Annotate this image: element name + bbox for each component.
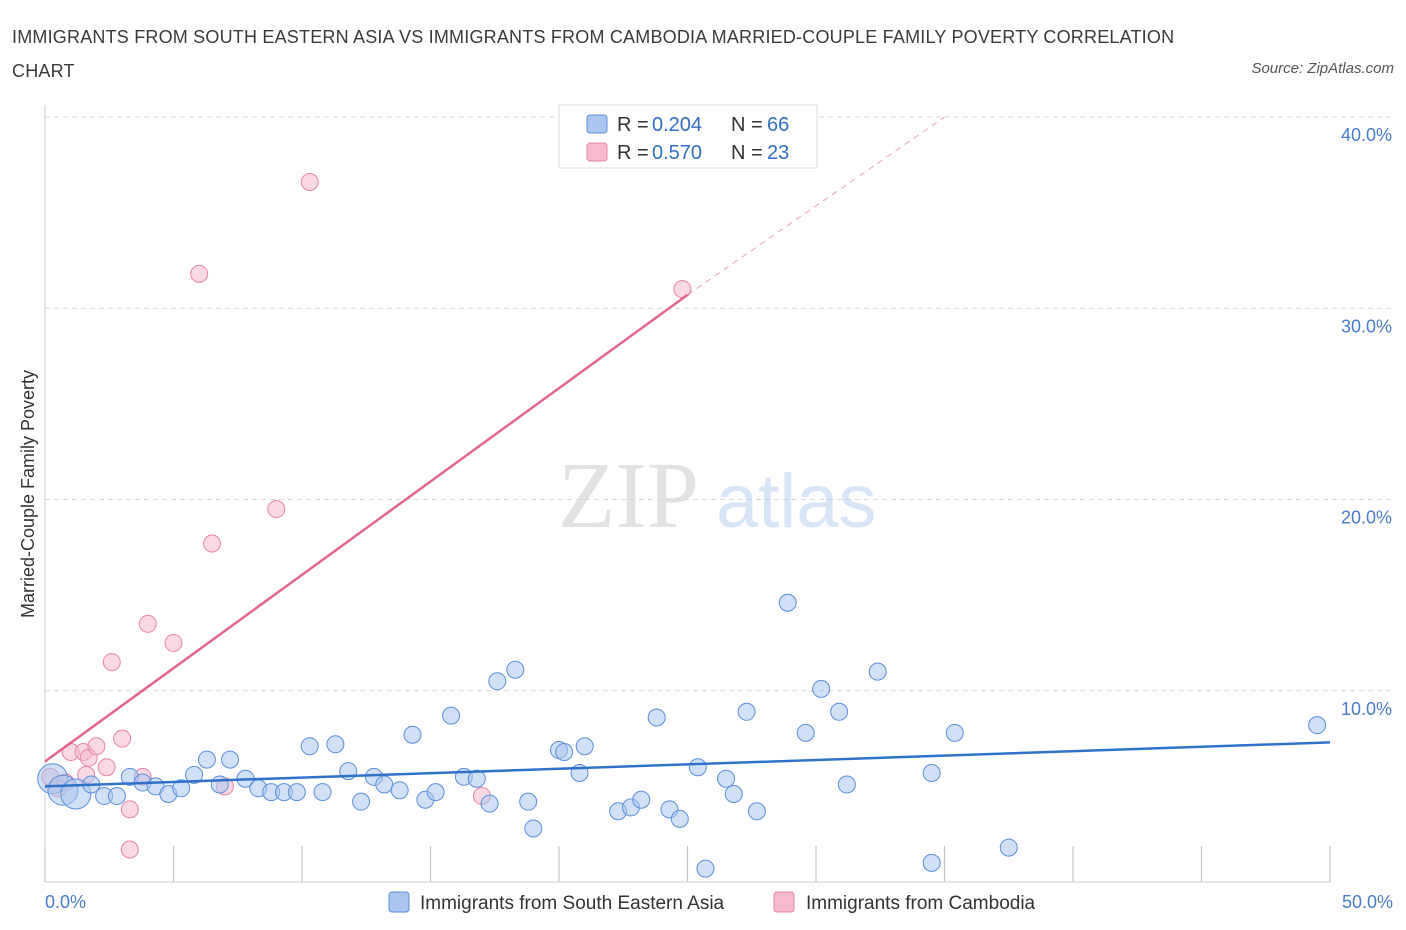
bottom-legend-swatch-pink (773, 891, 795, 913)
data-point-sea (524, 819, 543, 838)
chart-title: IMMIGRANTS FROM SOUTH EASTERN ASIA VS IM… (12, 27, 1175, 81)
data-point-cambodia (120, 800, 139, 819)
y-tick-label: 40.0% (1341, 125, 1392, 145)
grid-lines (45, 116, 1392, 692)
source-label: Source: ZipAtlas.com (1251, 60, 1394, 77)
data-point-sea (172, 779, 191, 798)
data-point-sea (1308, 716, 1327, 735)
trend-lines (44, 116, 1331, 788)
data-point-sea (488, 672, 507, 691)
legend-swatch-pink (586, 142, 608, 162)
bottom-legend-swatch-blue (388, 891, 410, 913)
legend-r-value-2: 0.570 (652, 142, 702, 164)
data-point-cambodia (138, 614, 157, 633)
data-point-sea (688, 758, 707, 777)
data-point-sea (812, 679, 831, 698)
data-point-sea (185, 765, 204, 784)
data-point-sea (922, 763, 941, 782)
data-point-sea (221, 750, 240, 769)
data-point-sea (210, 775, 229, 794)
data-point-sea (945, 723, 964, 742)
data-point-sea (670, 809, 689, 828)
data-point-sea (778, 593, 797, 612)
data-point-sea (107, 786, 126, 805)
data-point-cambodia (120, 840, 139, 859)
bottom-legend-label-cambodia: Immigrants from Cambodia (806, 893, 1036, 914)
data-point-sea (724, 785, 743, 804)
data-point-sea (555, 742, 574, 761)
legend-swatch-blue (586, 114, 608, 134)
data-point-sea (506, 660, 525, 679)
data-point-sea (830, 702, 849, 721)
data-point-sea (442, 706, 461, 725)
legend-n-value-2: 23 (767, 142, 789, 164)
data-point-sea (868, 662, 887, 681)
data-point-sea (696, 859, 715, 878)
watermark-zip: ZIP (558, 444, 699, 548)
legend-n-label-1: N = (731, 114, 763, 136)
data-point-sea (737, 702, 756, 721)
data-point-sea (352, 792, 371, 811)
data-point-sea (326, 735, 345, 754)
x-tick-labels: 0.0% 50.0% (45, 892, 1393, 912)
data-point-sea (375, 775, 394, 794)
trend-line-cambodia-extrapolated (687, 116, 945, 296)
y-tick-label: 30.0% (1341, 316, 1392, 336)
trend-line-cambodia (44, 293, 689, 763)
data-point-sea (632, 790, 651, 809)
data-point-sea (403, 725, 422, 744)
data-point-sea (922, 853, 941, 872)
data-point-sea (519, 792, 538, 811)
watermark-atlas: atlas (716, 459, 877, 544)
data-point-cambodia (164, 633, 183, 652)
data-point-cambodia (113, 729, 132, 748)
data-point-sea (796, 723, 815, 742)
top-legend: R = 0.204 N = 66 R = 0.570 N = 23 (558, 104, 818, 169)
data-point-sea (575, 737, 594, 756)
y-tick-label: 20.0% (1341, 508, 1392, 528)
data-point-sea (467, 769, 486, 788)
data-point-cambodia (97, 758, 116, 777)
x-tick-label: 50.0% (1342, 892, 1393, 912)
data-point-cambodia (102, 653, 121, 672)
y-tick-label: 10.0% (1341, 699, 1392, 719)
data-point-cambodia (300, 173, 319, 192)
data-point-sea (197, 750, 216, 769)
legend-r-label-1: R = (617, 114, 649, 136)
data-point-sea (390, 781, 409, 800)
x-tick-label: 0.0% (45, 892, 86, 912)
legend-n-value-1: 66 (767, 114, 789, 136)
legend-r-label-2: R = (617, 142, 649, 164)
data-point-cambodia (203, 534, 222, 553)
data-point-cambodia (673, 280, 692, 299)
data-point-cambodia (267, 500, 286, 519)
data-point-sea (480, 794, 499, 813)
data-point-sea (287, 783, 306, 802)
data-point-sea (300, 737, 319, 756)
y-axis-label: Married-Couple Family Poverty (18, 370, 38, 618)
data-point-sea (837, 775, 856, 794)
legend-r-value-1: 0.204 (652, 114, 702, 136)
data-point-sea (717, 769, 736, 788)
data-point-cambodia (87, 737, 106, 756)
data-point-sea (747, 802, 766, 821)
data-point-sea (313, 783, 332, 802)
data-point-cambodia (190, 264, 209, 283)
y-tick-labels: 10.0% 20.0% 30.0% 40.0% (1341, 125, 1392, 719)
bottom-legend-label-sea: Immigrants from South Eastern Asia (420, 893, 725, 914)
legend-n-label-2: N = (731, 142, 763, 164)
data-point-sea (999, 838, 1018, 857)
trend-line-sea (44, 741, 1331, 788)
data-point-sea (426, 783, 445, 802)
axes (44, 105, 1331, 883)
series-sea-points (37, 593, 1327, 878)
bottom-legend: Immigrants from South Eastern Asia Immig… (388, 891, 1036, 914)
data-point-sea (647, 708, 666, 727)
